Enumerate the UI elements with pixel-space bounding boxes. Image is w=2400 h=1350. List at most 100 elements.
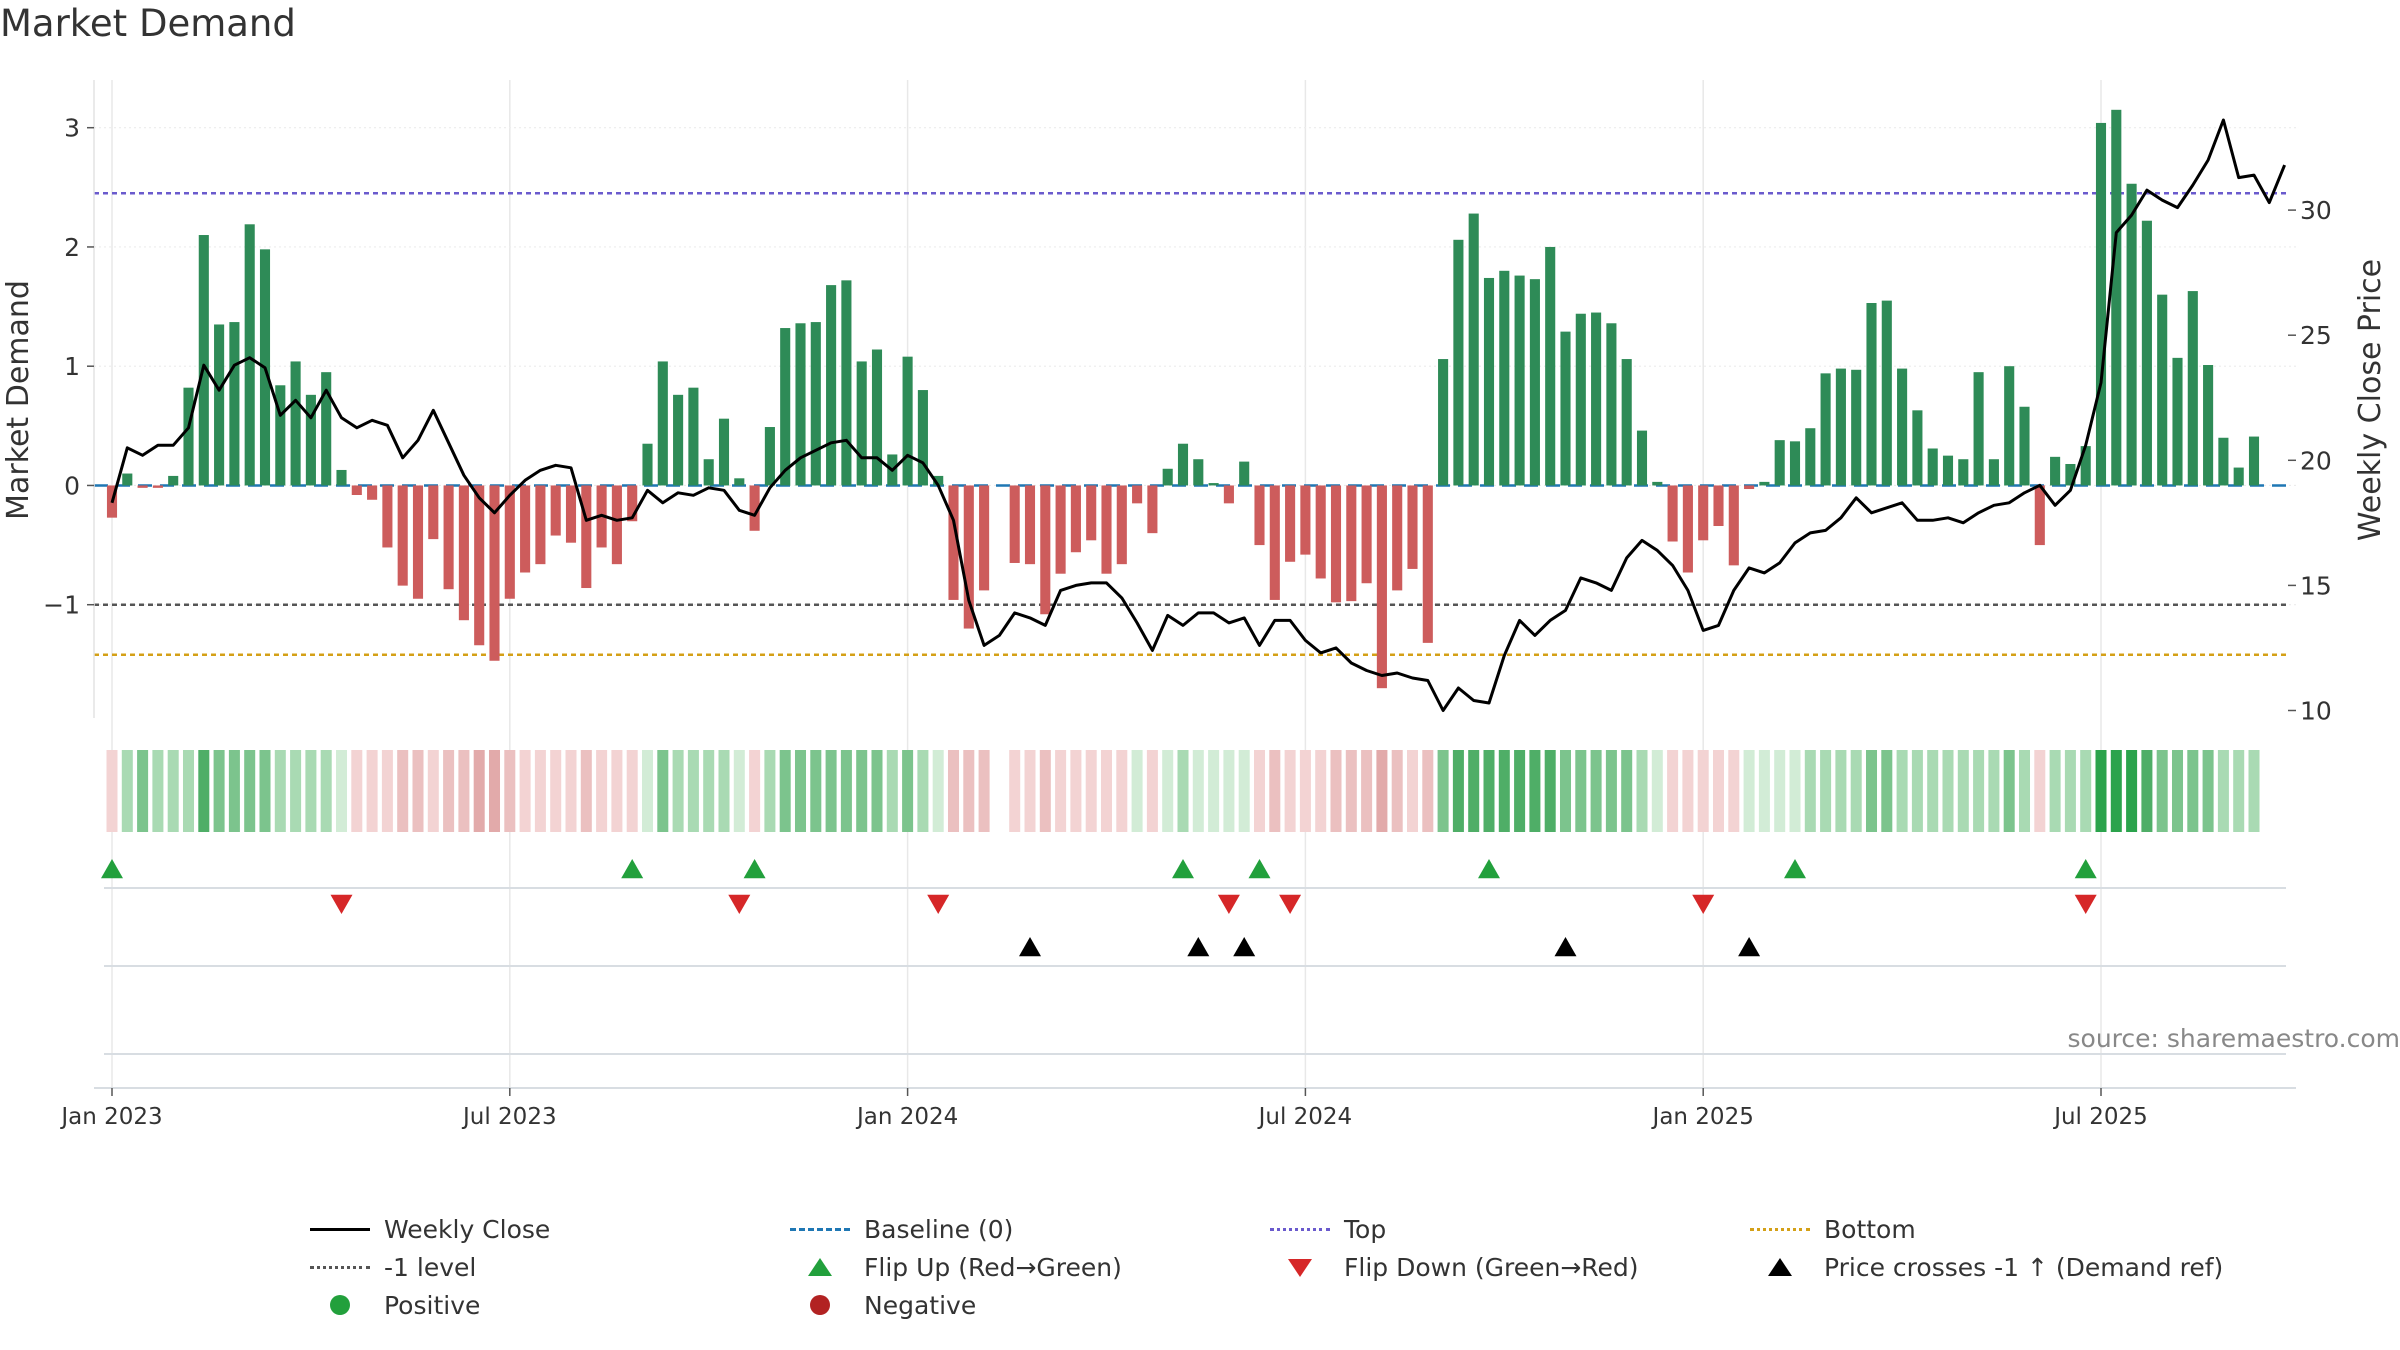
status-strip-cell [1238, 750, 1250, 832]
positive-dot-icon [300, 1286, 370, 1324]
status-strip-cell [749, 750, 761, 832]
demand-bar [1055, 485, 1066, 574]
status-strip-cell [1957, 750, 1969, 832]
legend-flip-up-label: Flip Up (Red→Green) [864, 1252, 1122, 1282]
legend-flip-down: Flip Down (Green→Red) [1260, 1248, 1639, 1286]
status-strip-cell [1299, 750, 1311, 832]
status-strip-cell [1789, 750, 1801, 832]
legend-baseline: Baseline (0) [780, 1210, 1013, 1248]
demand-bar [2248, 436, 2260, 486]
price-cross-marker [1738, 937, 1761, 957]
demand-bar [1652, 481, 1663, 486]
status-strip-cell [1039, 750, 1051, 832]
status-strip-cell [2095, 750, 2107, 832]
legend-bottom: Bottom [1740, 1210, 1916, 1248]
axes: −1 0 1 2 3 Market Demand 10 15 20 25 30 Weekly Clos… [1, 80, 2388, 725]
legend-flip-up: Flip Up (Red→Green) [780, 1248, 1122, 1286]
demand-bar [581, 485, 592, 589]
status-strip-cell [1881, 750, 1893, 832]
price-cross-marker [1233, 937, 1256, 957]
demand-bar [1774, 440, 1785, 486]
status-strip-cell [902, 750, 914, 832]
demand-bar [412, 485, 424, 599]
price-cross-icon [1740, 1248, 1810, 1286]
status-strip-cell [290, 750, 302, 832]
demand-bar [1851, 369, 1862, 486]
demand-bar [351, 485, 362, 495]
demand-bar [305, 394, 316, 486]
demand-bar [1514, 275, 1525, 486]
demand-bar [1086, 485, 1097, 541]
marker-rows [101, 859, 2286, 1055]
demand-bar [841, 280, 852, 486]
status-strip-cell [779, 750, 791, 832]
demand-bar [520, 485, 531, 573]
status-strip-cell [2248, 750, 2260, 832]
demand-bar [1621, 359, 1632, 486]
status-strip-cell [687, 750, 699, 832]
status-strip-cell [611, 750, 623, 832]
status-strip-cell [886, 750, 898, 832]
status-strip-cell [2018, 750, 2031, 832]
flip-down-marker [728, 894, 751, 914]
y2-tick-label: 30 [2300, 196, 2332, 225]
status-strip-cell [1973, 750, 1985, 832]
demand-bar [673, 394, 684, 486]
demand-bar [1545, 246, 1556, 486]
status-strip-cell [2034, 750, 2046, 832]
demand-bar [1927, 448, 1938, 486]
legend-weekly-close: Weekly Close [300, 1210, 550, 1248]
status-strip-cell [1697, 750, 1709, 832]
status-strip-cell [932, 750, 944, 832]
status-strip-cell [2049, 750, 2061, 832]
status-strip-cell [2202, 750, 2214, 832]
status-strip-cell [1590, 750, 1602, 832]
demand-bar [550, 485, 561, 536]
demand-bar [1881, 300, 1892, 486]
demand-bar [535, 485, 546, 565]
status-strip-cell [2233, 750, 2245, 832]
y2-tick-label: 10 [2300, 696, 2332, 725]
demand-bar [749, 485, 760, 531]
demand-bar [810, 322, 821, 486]
status-strip-cell [1636, 750, 1648, 832]
status-strip-cell [1315, 750, 1327, 832]
demand-bar [1483, 277, 1495, 486]
close-line-group [110, 118, 2286, 712]
weekly-close-line [110, 118, 2286, 712]
demand-bar [2126, 183, 2137, 486]
flip-up-marker [2074, 859, 2097, 879]
status-strip-cell [2171, 750, 2184, 832]
status-strip-cell [1468, 750, 1480, 832]
demand-bar [2019, 406, 2030, 486]
status-strip-cell [274, 750, 286, 832]
demand-bar [2141, 220, 2152, 486]
demand-bar [428, 485, 439, 540]
demand-bar [1239, 461, 1250, 486]
status-strip-cell [351, 750, 363, 832]
demand-bar [902, 356, 913, 486]
price-cross-marker [1554, 937, 1577, 957]
demand-bar [1269, 485, 1280, 600]
legend-minus-one: -1 level [300, 1248, 476, 1286]
demand-bar [657, 361, 668, 486]
demand-bar [1606, 323, 1617, 486]
flip-down-marker [927, 894, 950, 914]
demand-bar [1744, 485, 1755, 490]
demand-bar [474, 485, 485, 646]
status-strip-cell [580, 750, 592, 832]
status-strip-cell [1728, 750, 1740, 832]
status-strip-cell [2110, 750, 2122, 832]
status-strip-cell [1177, 750, 1189, 832]
grid-lines [94, 80, 2296, 1088]
demand-bar [168, 475, 179, 486]
y2-tick-label: 15 [2300, 571, 2332, 600]
status-strip-cell [1820, 750, 1832, 832]
demand-bar [1835, 368, 1846, 486]
status-strip-cell [427, 750, 439, 832]
demand-bar [1147, 485, 1158, 534]
status-strip-cell [1361, 750, 1373, 832]
status-strip-cell [1942, 750, 1954, 832]
status-strip-cell [1667, 750, 1679, 832]
